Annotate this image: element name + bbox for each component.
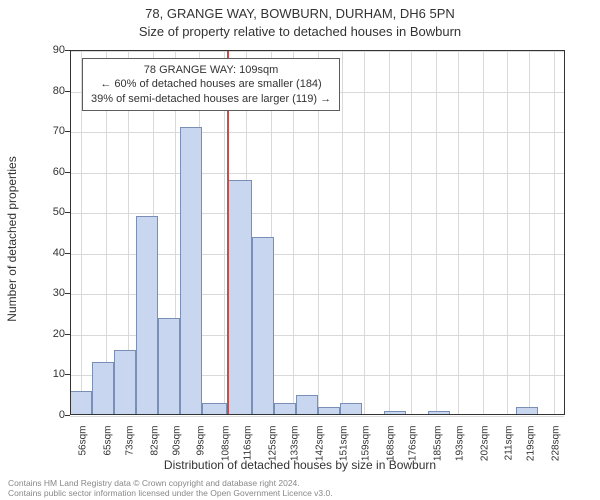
x-tick-label: 73sqm — [124, 426, 135, 476]
gridline-horizontal — [70, 416, 564, 417]
x-tick-label: 56sqm — [78, 426, 89, 476]
copyright-notice: Contains HM Land Registry data © Crown c… — [8, 478, 333, 498]
gridline-vertical — [483, 51, 484, 415]
y-tick-label: 50 — [45, 206, 65, 218]
chart-title-line1: 78, GRANGE WAY, BOWBURN, DURHAM, DH6 5PN — [0, 6, 600, 21]
y-tick-mark — [65, 253, 70, 254]
y-tick-label: 40 — [45, 247, 65, 259]
histogram-bar — [227, 180, 252, 415]
info-box-line2: ← 60% of detached houses are smaller (18… — [91, 77, 331, 91]
histogram-bar — [296, 395, 318, 415]
info-box-line1: 78 GRANGE WAY: 109sqm — [91, 63, 331, 77]
gridline-vertical — [364, 51, 365, 415]
y-tick-mark — [65, 334, 70, 335]
x-tick-label: 202sqm — [479, 426, 490, 476]
x-tick-label: 159sqm — [361, 426, 372, 476]
y-tick-label: 0 — [45, 409, 65, 421]
y-tick-label: 90 — [45, 44, 65, 56]
gridline-vertical — [554, 51, 555, 415]
x-tick-label: 168sqm — [386, 426, 397, 476]
y-axis-label: Number of detached properties — [5, 156, 19, 321]
x-tick-label: 82sqm — [149, 426, 160, 476]
copyright-line2: Contains public sector information licen… — [8, 488, 333, 498]
y-tick-label: 30 — [45, 287, 65, 299]
y-tick-mark — [65, 50, 70, 51]
x-tick-label: 185sqm — [432, 426, 443, 476]
y-tick-mark — [65, 172, 70, 173]
chart-subtitle: Size of property relative to detached ho… — [0, 24, 600, 39]
x-tick-label: 90sqm — [171, 426, 182, 476]
y-tick-label: 60 — [45, 166, 65, 178]
gridline-vertical — [436, 51, 437, 415]
gridline-vertical — [507, 51, 508, 415]
gridline-vertical — [411, 51, 412, 415]
y-tick-mark — [65, 212, 70, 213]
y-tick-mark — [65, 91, 70, 92]
histogram-bar — [92, 362, 114, 415]
x-tick-label: 211sqm — [504, 426, 515, 476]
info-box-line3: 39% of semi-detached houses are larger (… — [91, 92, 331, 106]
y-tick-label: 10 — [45, 368, 65, 380]
x-tick-label: 99sqm — [196, 426, 207, 476]
histogram-bar — [114, 350, 136, 415]
y-tick-label: 80 — [45, 85, 65, 97]
x-tick-label: 133sqm — [289, 426, 300, 476]
copyright-line1: Contains HM Land Registry data © Crown c… — [8, 478, 333, 488]
histogram-bar — [136, 216, 158, 415]
x-tick-label: 142sqm — [314, 426, 325, 476]
gridline-vertical — [458, 51, 459, 415]
y-tick-label: 20 — [45, 328, 65, 340]
y-tick-mark — [65, 415, 70, 416]
histogram-bar — [70, 391, 92, 415]
x-tick-label: 193sqm — [454, 426, 465, 476]
gridline-vertical — [389, 51, 390, 415]
y-tick-mark — [65, 131, 70, 132]
x-axis-line — [70, 414, 564, 415]
y-axis-line — [70, 51, 71, 415]
x-tick-label: 151sqm — [339, 426, 350, 476]
histogram-bar — [252, 237, 274, 415]
x-tick-label: 176sqm — [408, 426, 419, 476]
x-tick-label: 228sqm — [551, 426, 562, 476]
x-tick-label: 116sqm — [243, 426, 254, 476]
x-tick-label: 125sqm — [267, 426, 278, 476]
gridline-vertical — [529, 51, 530, 415]
gridline-vertical — [342, 51, 343, 415]
y-tick-mark — [65, 293, 70, 294]
x-tick-label: 108sqm — [221, 426, 232, 476]
y-tick-mark — [65, 374, 70, 375]
x-tick-label: 219sqm — [526, 426, 537, 476]
y-tick-label: 70 — [45, 125, 65, 137]
x-tick-label: 65sqm — [102, 426, 113, 476]
property-info-box: 78 GRANGE WAY: 109sqm← 60% of detached h… — [82, 58, 340, 111]
histogram-bar — [180, 127, 202, 415]
histogram-bar — [158, 318, 180, 415]
